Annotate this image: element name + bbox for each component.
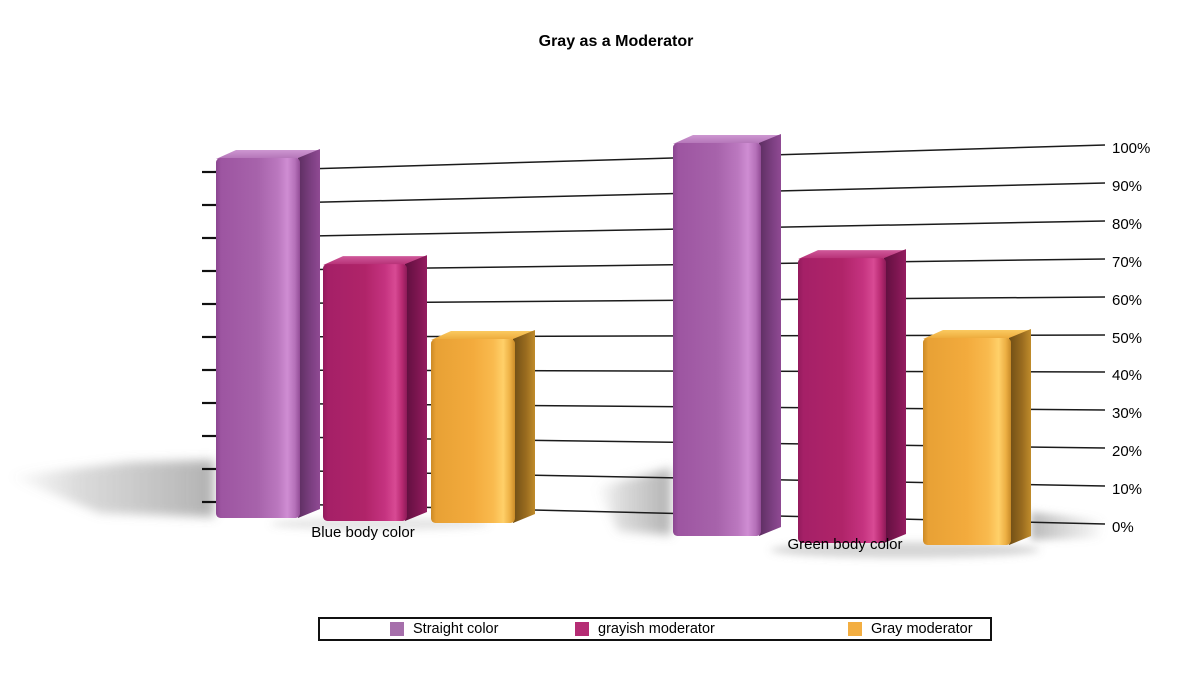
bar-top-face (431, 331, 535, 340)
category-label-green-body-color: Green body color (787, 536, 902, 553)
y-tick-label: 30% (1112, 405, 1142, 422)
cast-shadow-left-group1 (8, 460, 214, 517)
bar-straight-color-green-body-color (673, 134, 781, 536)
y-axis-right: 0% 10% 20% 30% 40% 50% 60% 70% 80% 90% 100% (1112, 140, 1150, 536)
gridline-80% (204, 220, 1106, 239)
y-tick-label: 10% (1112, 481, 1142, 498)
bar-front-face (323, 264, 407, 521)
legend-swatch-straight-color (390, 622, 404, 636)
bar-grayish-moderator-blue-body-color (323, 255, 427, 521)
y-tick-label: 0% (1112, 519, 1134, 536)
bar-side-face (759, 134, 781, 536)
bar-top-face (923, 330, 1031, 339)
y-tick-label: 20% (1112, 443, 1142, 460)
bar-side-face (405, 255, 427, 521)
y-tick-label: 80% (1112, 216, 1142, 233)
legend-item-straight-color: Straight color (390, 619, 498, 639)
bars (216, 134, 1031, 545)
gridline-100% (204, 144, 1106, 173)
bar-front-face (673, 143, 761, 536)
bar-grayish-moderator-green-body-color (798, 249, 906, 543)
bar-side-face (513, 330, 535, 523)
cast-shadow-right-group2 (1031, 512, 1105, 540)
bar-front-face (923, 338, 1011, 545)
legend-swatch-gray-moderator (848, 622, 862, 636)
bar-top-face (798, 250, 906, 260)
legend-label: grayish moderator (598, 621, 715, 637)
bar-front-face (798, 258, 886, 543)
cast-shadow-left-group2 (596, 468, 671, 535)
bar-top-face (323, 256, 427, 266)
bar-side-face (884, 249, 906, 543)
bar-top-face (673, 135, 781, 144)
bar-straight-color-blue-body-color (216, 149, 320, 518)
bar-front-face (216, 158, 300, 518)
gridline-90% (204, 182, 1106, 206)
legend-item-gray-moderator: Gray moderator (848, 619, 973, 639)
legend-label: Straight color (413, 621, 499, 637)
legend-swatch-grayish-moderator (575, 622, 589, 636)
y-tick-label: 70% (1112, 254, 1142, 271)
legend-label: Gray moderator (871, 621, 973, 637)
y-tick-label: 60% (1112, 292, 1142, 309)
bar-side-face (1009, 329, 1031, 545)
floor-shadows (8, 460, 1105, 558)
bar-gray-moderator-blue-body-color (431, 330, 535, 523)
y-tick-label: 100% (1112, 140, 1150, 157)
chart-title: Gray as a Moderator (538, 33, 694, 50)
y-tick-label: 50% (1112, 330, 1142, 347)
category-label-blue-body-color: Blue body color (311, 524, 414, 541)
ground-shadow-group2 (770, 542, 1040, 558)
y-tick-label: 90% (1112, 178, 1142, 195)
y-tick-label: 40% (1112, 367, 1142, 384)
legend-item-grayish-moderator: grayish moderator (575, 619, 715, 639)
bar-side-face (298, 149, 320, 518)
bar-top-face (216, 150, 320, 159)
bar-front-face (431, 339, 515, 523)
chart-legend: Straight color grayish moderator Gray mo… (318, 617, 992, 641)
bar-gray-moderator-green-body-color (923, 329, 1031, 545)
